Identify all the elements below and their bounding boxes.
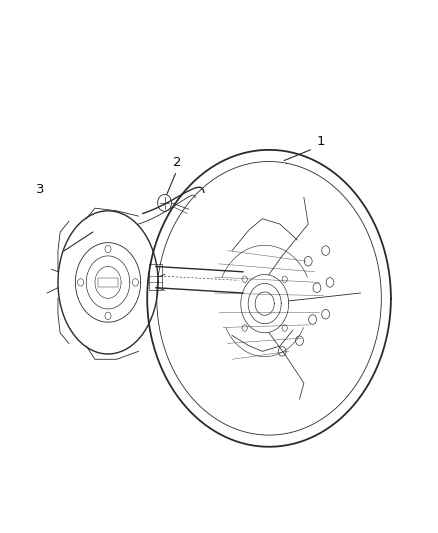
Text: 3: 3 [36,183,45,196]
Bar [149,264,162,290]
Text: 1: 1 [317,135,325,148]
Text: 2: 2 [173,156,182,168]
Bar [99,278,117,287]
